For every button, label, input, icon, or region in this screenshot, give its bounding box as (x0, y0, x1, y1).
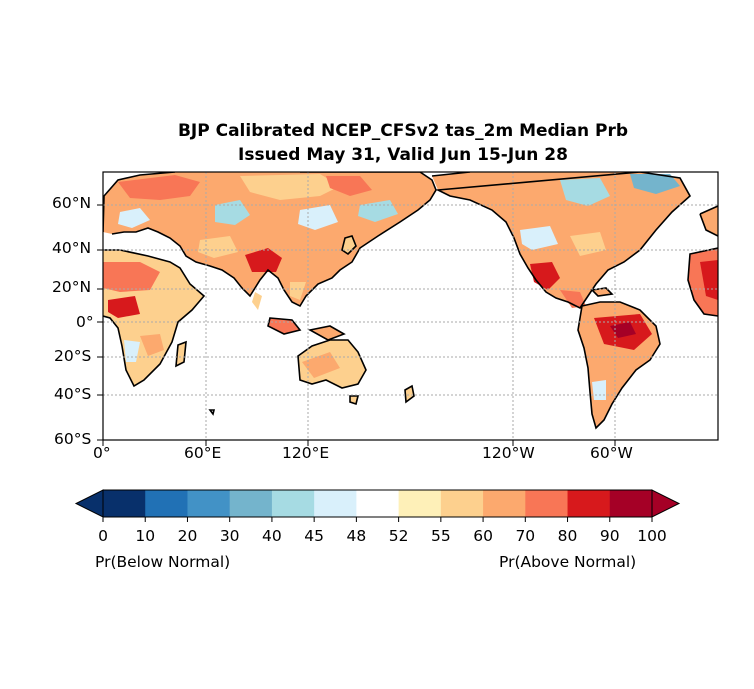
lon-label-60e: 60°E (184, 444, 222, 462)
lat-label-60n: 60°N (52, 194, 92, 212)
lon-label-120e: 120°E (282, 444, 330, 462)
colorbar-tick-label-40: 40 (262, 527, 282, 545)
colorbar-swatch-0 (103, 490, 146, 517)
coastlines (103, 172, 718, 430)
map-frame (102, 171, 719, 441)
gridlines (103, 172, 718, 440)
colorbar-tick-label-90: 90 (600, 527, 620, 545)
colorbar-outline (102, 489, 653, 518)
colorbar-swatch-4 (271, 490, 315, 517)
colorbar-tick-label-48: 48 (347, 527, 367, 545)
colorbar-swatch-10 (525, 490, 569, 517)
lat-label-20s: 20°S (54, 347, 92, 365)
colorbar-swatch-2 (187, 490, 231, 517)
colorbar-swatch-11 (567, 490, 611, 517)
colorbar-swatch-7 (398, 490, 442, 517)
lat-label-0: 0° (76, 313, 94, 331)
above-normal-label: Pr(Above Normal) (499, 553, 637, 571)
colorbar-tick-label-30: 30 (220, 527, 240, 545)
colorbar: 0 10 20 30 40 45 48 52 55 60 70 80 90 100 (74, 489, 681, 545)
colorbar-tick-label-52: 52 (389, 527, 409, 545)
chart-title: BJP Calibrated NCEP_CFSv2 tas_2m Median … (177, 121, 629, 141)
lon-label-0: 0° (93, 444, 111, 462)
colorbar-under-arrow (74, 489, 104, 518)
chart-subtitle: Issued May 31, Valid Jun 15-Jun 28 (238, 145, 568, 165)
colorbar-tick-label-20: 20 (178, 527, 198, 545)
latitude-tick-marks (97, 204, 103, 441)
lat-label-40s: 40°S (54, 385, 92, 403)
colorbar-tick-label-45: 45 (304, 527, 324, 545)
colorbar-tick-label-0: 0 (98, 527, 108, 545)
map-area (103, 172, 718, 440)
colorbar-swatch-5 (314, 490, 357, 517)
colorbar-over-arrow (651, 489, 681, 518)
colorbar-tick-label-60: 60 (473, 527, 493, 545)
lon-label-120w: 120°W (482, 444, 535, 462)
lat-label-60s: 60°S (54, 430, 92, 448)
colorbar-swatch-12 (609, 490, 653, 517)
colorbar-swatch-3 (229, 490, 273, 517)
colorbar-swatch-1 (145, 490, 188, 517)
lat-label-20n: 20°N (52, 278, 92, 296)
lon-label-60w: 60°W (590, 444, 633, 462)
colorbar-tick-label-70: 70 (515, 527, 535, 545)
colorbar-tick-label-10: 10 (135, 527, 155, 545)
colorbar-swatch-9 (483, 490, 526, 517)
below-normal-label: Pr(Below Normal) (95, 553, 231, 571)
colorbar-tick-label-55: 55 (431, 527, 451, 545)
lat-label-40n: 40°N (52, 239, 92, 257)
colorbar-swatch-6 (356, 490, 400, 517)
land-probability-fill (103, 172, 718, 428)
colorbar-swatch-8 (440, 490, 484, 517)
colorbar-tick-label-100: 100 (637, 527, 667, 545)
colorbar-tick-label-80: 80 (558, 527, 578, 545)
longitude-tick-marks (102, 440, 616, 446)
